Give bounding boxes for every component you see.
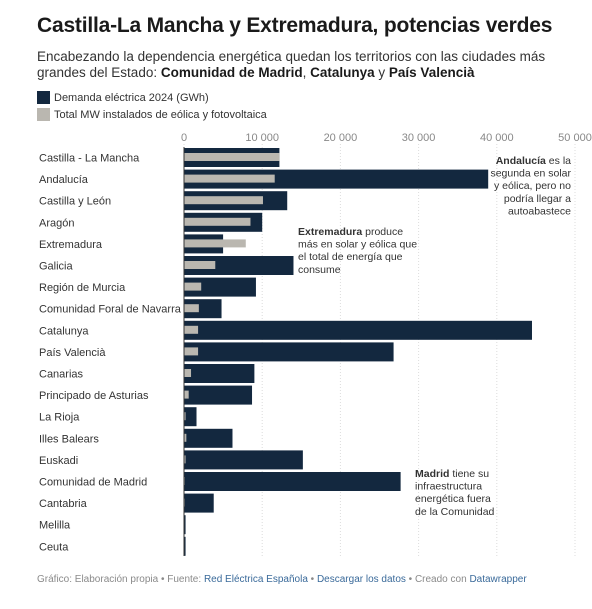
installed-capacity-bar: [184, 217, 251, 226]
annotation-bold-text: Extremadura: [298, 226, 362, 238]
installed-capacity-bar: [184, 369, 192, 377]
category-label: Principado de Asturias: [39, 390, 149, 402]
subtitle-highlight-catalunya: Catalunya: [310, 65, 375, 80]
category-label: País Valencià: [39, 347, 106, 359]
annotation-text: y eólica, pero no: [494, 180, 571, 192]
installed-capacity-bar: [184, 455, 186, 464]
category-label: Galicia: [39, 261, 74, 273]
installed-capacity-bar: [184, 282, 202, 291]
legend-label-installed: Total MW instalados de eólica y fotovolt…: [54, 108, 267, 121]
installed-capacity-bar: [184, 239, 246, 248]
chart-title: Castilla-La Mancha y Extremadura, potenc…: [37, 14, 553, 37]
footer-credit: Gráfico: Elaboración propia • Fuente:: [37, 574, 204, 585]
category-label: Catalunya: [39, 325, 89, 337]
annotation-bold-text: Andalucía: [496, 155, 546, 167]
installed-capacity-bar: [184, 153, 280, 161]
installed-capacity-bar: [184, 412, 186, 421]
category-label: Melilla: [39, 520, 71, 532]
x-tick-label: 20 000: [324, 132, 358, 144]
demand-bar: [184, 407, 197, 427]
installed-capacity-bar: [184, 390, 189, 399]
installed-capacity-bar: [184, 325, 199, 334]
category-label: Aragón: [39, 217, 74, 229]
datawrapper-link[interactable]: Datawrapper: [469, 574, 527, 585]
demand-bar: [184, 169, 489, 189]
annotation-text: energética fuera: [415, 493, 491, 505]
legend-swatch-demand: [37, 91, 50, 104]
annotation-text: Andalucía es la: [496, 155, 571, 167]
demand-bar: [184, 277, 256, 297]
legend-label-demand: Demanda eléctrica 2024 (GWh): [54, 91, 209, 104]
annotation-text: Madrid tiene su: [415, 468, 489, 480]
annotation-text-rest: es la: [546, 155, 571, 167]
annotation-text: Extremadura produce: [298, 226, 403, 238]
demand-bar: [184, 385, 253, 405]
category-label: Castilla - La Mancha: [39, 153, 140, 165]
annotation-text: el total de energía que: [298, 251, 403, 263]
annotation-text: podría llegar a: [504, 193, 571, 205]
demand-bar: [184, 472, 401, 491]
installed-capacity-bar: [184, 174, 275, 183]
annotation-text: más en solar y eólica que: [298, 239, 417, 251]
category-label: Canarias: [39, 369, 84, 381]
demand-bar: [184, 256, 294, 275]
subtitle-highlight-madrid: Comunidad de Madrid: [160, 65, 303, 80]
subtitle-separator: ,: [302, 65, 311, 80]
demand-bar: [184, 320, 532, 340]
x-tick-label: 30 000: [402, 132, 436, 144]
category-label: Comunidad de Madrid: [39, 477, 147, 489]
x-tick-label: 50 000: [558, 132, 592, 144]
category-label: Ceuta: [39, 541, 69, 553]
category-label: Extremadura: [39, 239, 103, 251]
chart-legend: Demanda eléctrica 2024 (GWh) Total MW in…: [37, 89, 267, 123]
subtitle-text: Encabezando la dependencia energética qu…: [37, 49, 546, 80]
category-label: Euskadi: [39, 455, 78, 467]
installed-capacity-bar: [184, 196, 263, 205]
demand-bar: [184, 342, 394, 362]
footer-separator: •: [307, 574, 317, 585]
demand-bar: [184, 428, 233, 448]
download-data-link[interactable]: Descargar los datos: [316, 574, 406, 585]
demand-bar: [184, 536, 186, 556]
category-label: Illes Balears: [39, 433, 99, 445]
installed-capacity-bar: [184, 304, 199, 313]
legend-item-installed: Total MW instalados de eólica y fotovolt…: [37, 106, 267, 123]
chart-footer: Gráfico: Elaboración propia • Fuente: Re…: [37, 574, 527, 585]
category-label: Comunidad Foral de Navarra: [39, 304, 182, 316]
source-link[interactable]: Red Eléctrica Española: [203, 574, 308, 585]
installed-capacity-bar: [184, 347, 199, 356]
installed-capacity-bar: [184, 261, 216, 269]
annotation-text: infraestructura: [415, 481, 482, 493]
annotation-text: autoabastece: [508, 205, 571, 217]
chart-subtitle: Encabezando la dependencia energética qu…: [37, 49, 572, 81]
category-label: Andalucía: [39, 174, 89, 186]
demand-bar: [184, 493, 214, 513]
category-label: Región de Murcia: [39, 282, 126, 294]
x-tick-label: 40 000: [480, 132, 514, 144]
category-label: La Rioja: [39, 412, 80, 424]
x-tick-label: 10 000: [245, 132, 279, 144]
demand-bar: [184, 364, 255, 383]
annotation-bold-text: Madrid: [415, 468, 449, 480]
annotation-text-rest: tiene su: [449, 468, 489, 480]
footer-separator: • Creado con: [405, 574, 470, 585]
annotation-text-rest: produce: [362, 226, 403, 238]
demand-bar: [184, 450, 303, 470]
x-tick-label: 0: [181, 132, 187, 144]
annotation-text: segunda en solar: [490, 168, 571, 180]
demand-bar: [184, 515, 186, 535]
subtitle-highlight-valencia: País Valencià: [388, 65, 475, 80]
category-label: Cantabria: [39, 498, 88, 510]
category-label: Castilla y León: [39, 196, 111, 208]
installed-capacity-bar: [184, 433, 187, 442]
legend-item-demand: Demanda eléctrica 2024 (GWh): [37, 89, 267, 106]
legend-swatch-installed: [37, 108, 50, 121]
demand-bar: [184, 299, 222, 319]
annotation-text: consume: [298, 264, 341, 276]
subtitle-separator: y: [374, 65, 389, 80]
annotation-text: de la Comunidad: [415, 506, 495, 518]
